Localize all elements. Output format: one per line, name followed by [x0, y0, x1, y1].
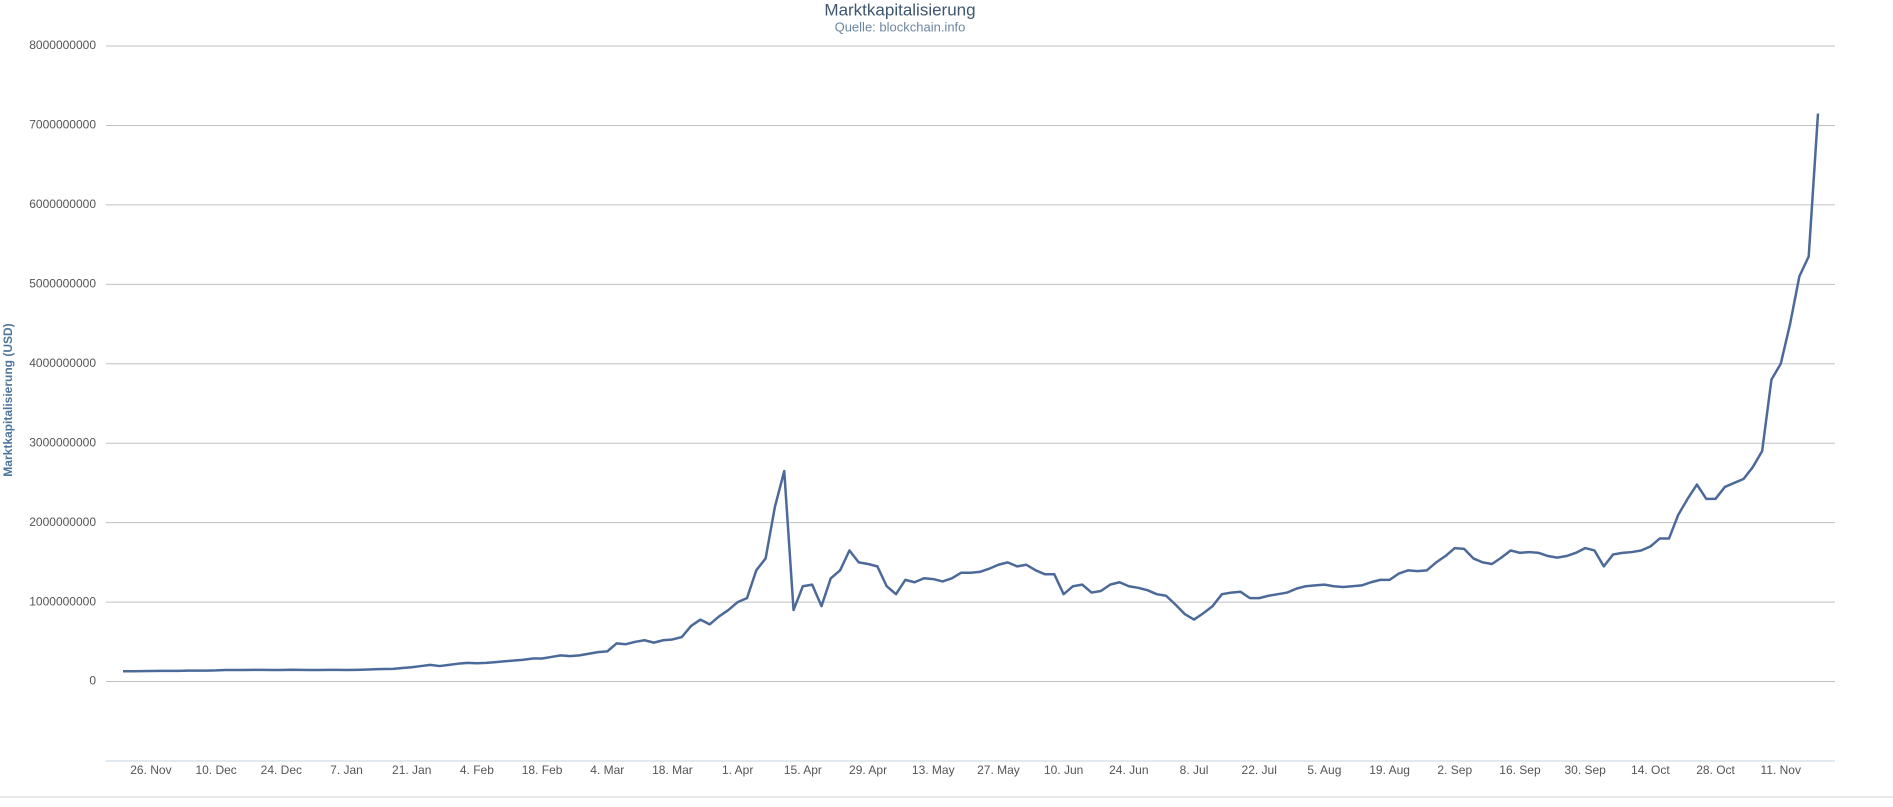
y-axis-label: Marktkapitalisierung (USD): [1, 323, 15, 476]
x-tick-label: 2. Sep: [1437, 763, 1472, 777]
x-tick-label: 21. Jan: [392, 763, 431, 777]
x-tick-label: 27. May: [977, 763, 1020, 777]
x-tick-label: 22. Jul: [1242, 763, 1277, 777]
x-tick-label: 14. Oct: [1631, 763, 1670, 777]
y-tick-label: 6000000000: [29, 197, 96, 211]
data-line: [123, 113, 1820, 673]
chart-title: Marktkapitalisierung: [824, 0, 975, 19]
x-tick-label: 4. Feb: [460, 763, 494, 777]
x-tick-label: 19. Aug: [1369, 763, 1410, 777]
x-tick-label: 29. Apr: [849, 763, 887, 777]
y-tick-label: 5000000000: [29, 277, 96, 291]
y-tick-label: 4000000000: [29, 356, 96, 370]
x-tick-label: 24. Jun: [1109, 763, 1148, 777]
x-tick-label: 1. Apr: [722, 763, 753, 777]
y-tick-label: 7000000000: [29, 118, 96, 132]
y-tick-label: 0: [89, 674, 96, 688]
x-tick-label: 11. Nov: [1761, 763, 1801, 777]
x-tick-label: 10. Dec: [195, 763, 236, 777]
x-tick-label: 26. Nov: [130, 763, 171, 777]
y-tick-label: 1000000000: [29, 594, 96, 608]
y-tick-label: 3000000000: [29, 435, 96, 449]
x-tick-label: 18. Feb: [522, 763, 563, 777]
x-tick-label: 30. Sep: [1564, 763, 1606, 777]
x-tick-label: 16. Sep: [1499, 763, 1541, 777]
x-tick-label: 13. May: [912, 763, 955, 777]
x-tick-label: 8. Jul: [1180, 763, 1209, 777]
x-tick-label: 28. Oct: [1696, 763, 1735, 777]
y-tick-label: 2000000000: [29, 515, 96, 529]
x-tick-label: 24. Dec: [261, 763, 302, 777]
x-tick-label: 7. Jan: [330, 763, 363, 777]
x-tick-label: 5. Aug: [1307, 763, 1341, 777]
x-tick-label: 4. Mar: [590, 763, 624, 777]
x-tick-label: 18. Mar: [652, 763, 693, 777]
x-tick-label: 15. Apr: [784, 763, 822, 777]
x-tick-label: 10. Jun: [1044, 763, 1083, 777]
chart-subtitle: Quelle: blockchain.info: [835, 19, 966, 34]
y-tick-label: 8000000000: [29, 38, 96, 52]
